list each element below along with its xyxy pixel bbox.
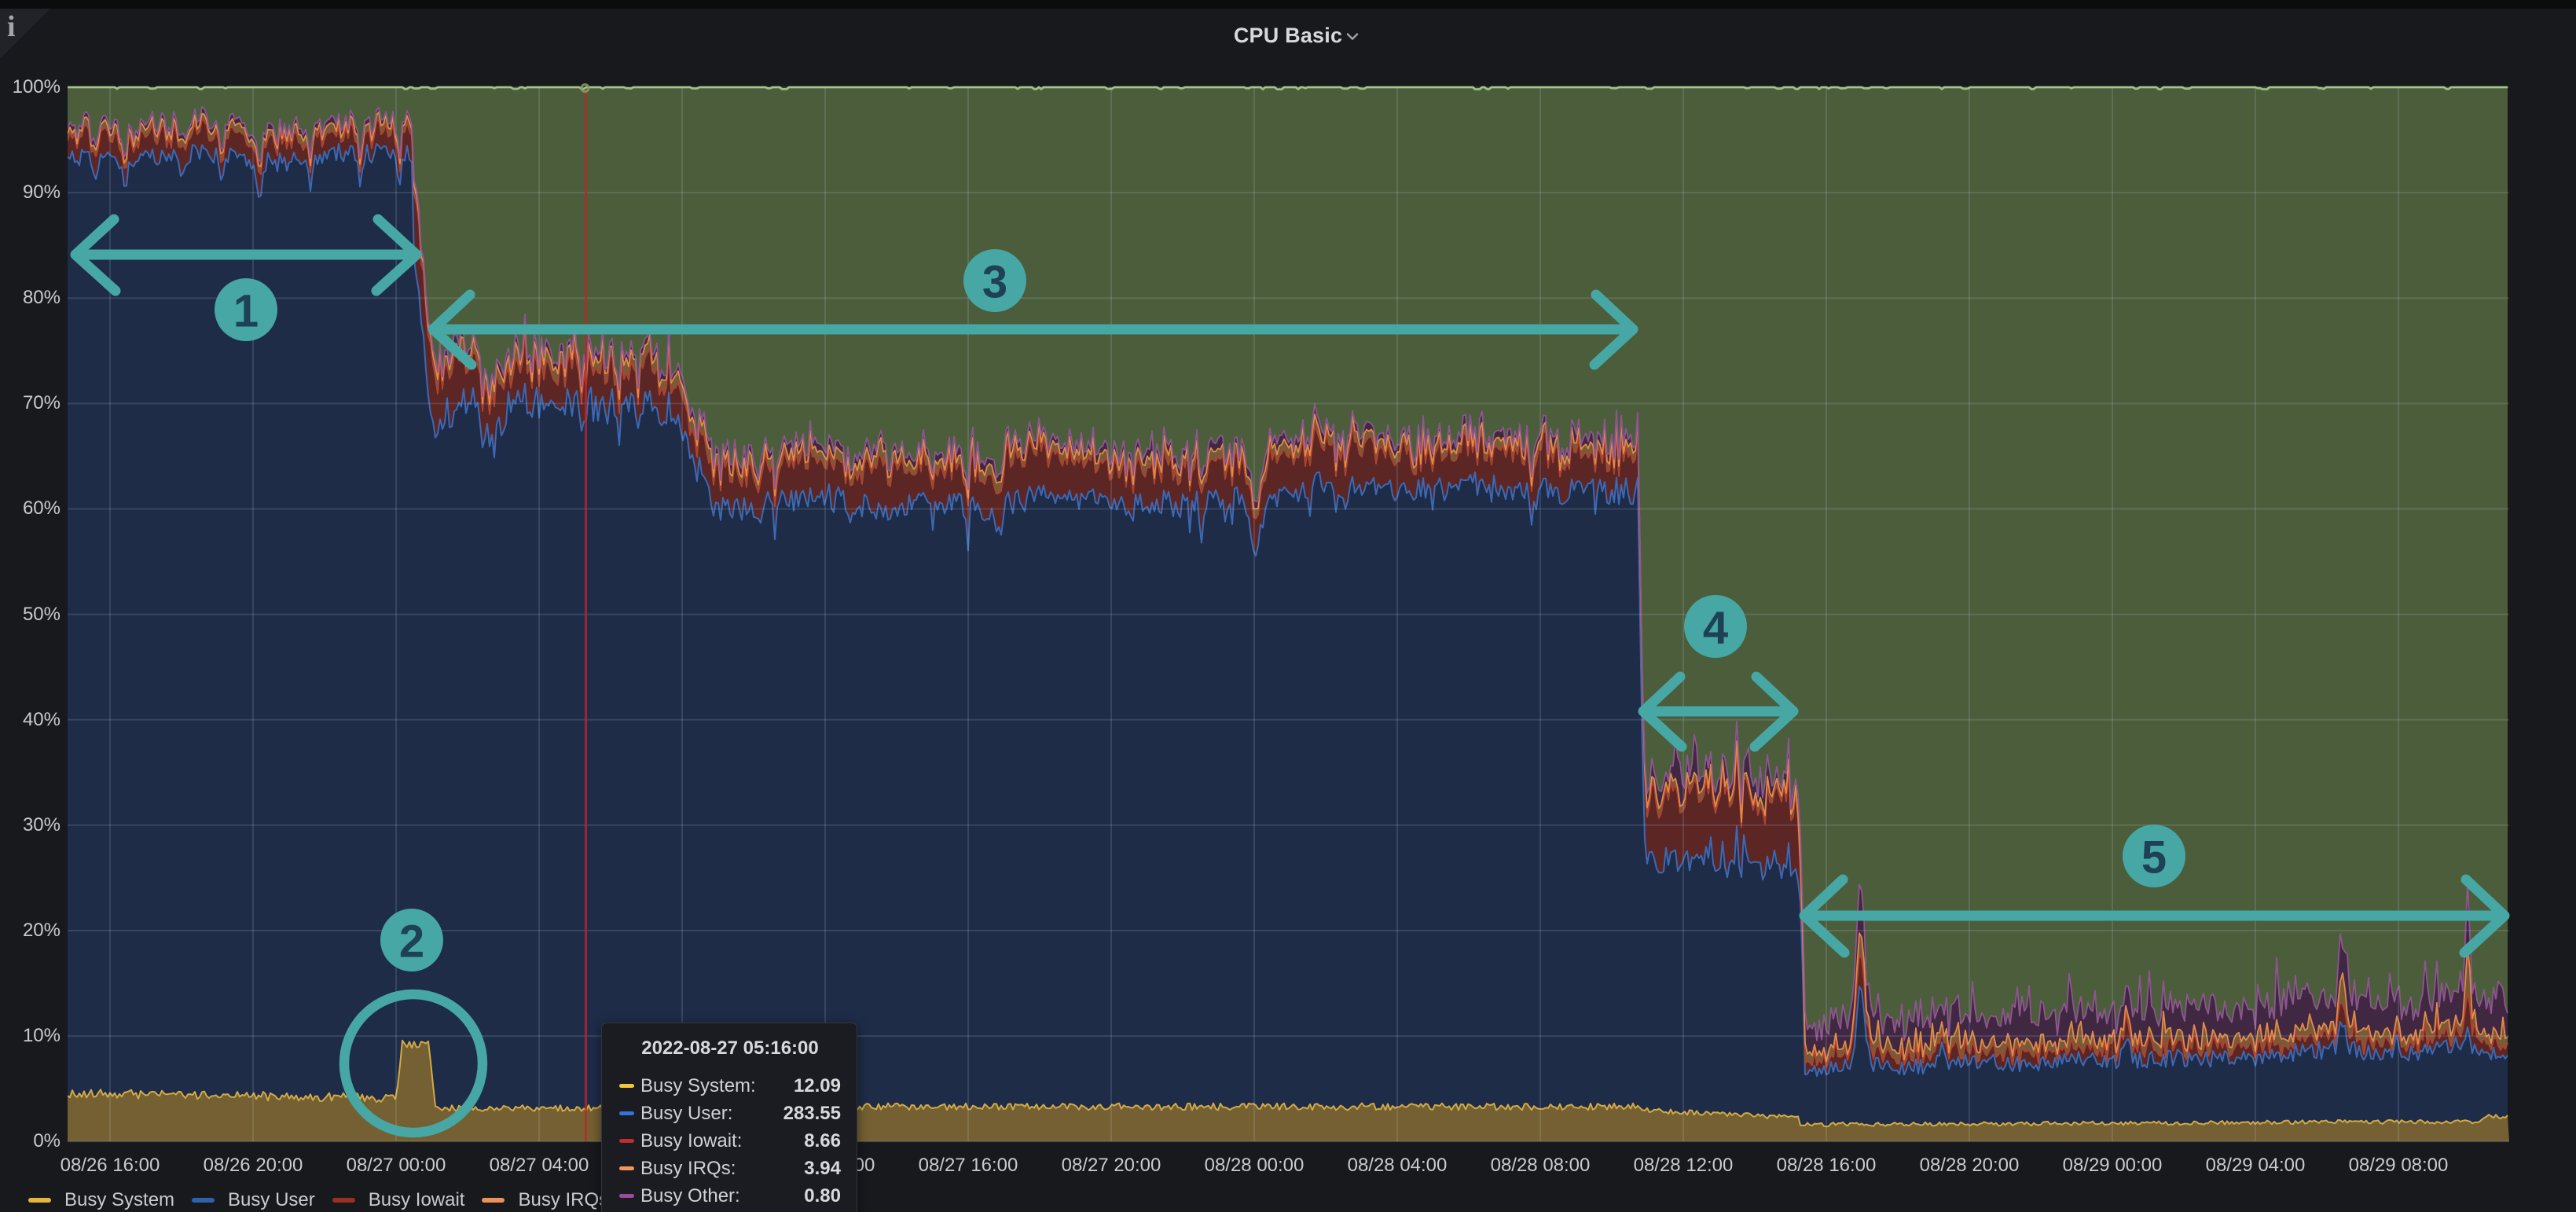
- svg-text:4: 4: [1703, 603, 1728, 654]
- svg-text:1: 1: [233, 286, 259, 337]
- svg-text:5: 5: [2141, 832, 2167, 883]
- svg-text:3: 3: [982, 257, 1007, 308]
- svg-text:2: 2: [399, 916, 424, 968]
